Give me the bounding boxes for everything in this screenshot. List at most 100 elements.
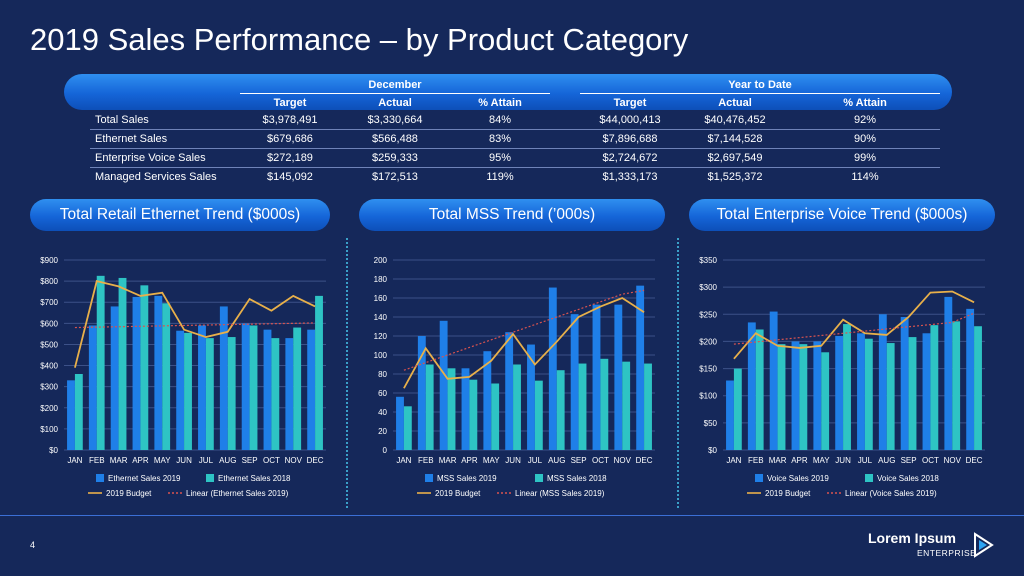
- legend-label: Ethernet Sales 2018: [218, 474, 291, 483]
- x-tick-label: JUL: [858, 456, 873, 465]
- table-row: Total Sales $3,978,491 $3,330,664 84% $4…: [90, 111, 940, 130]
- bar: [396, 396, 404, 450]
- bar: [966, 308, 975, 450]
- x-tick-label: AUG: [548, 456, 565, 465]
- table-cell: 92%: [790, 111, 940, 130]
- legend-label: MSS Sales 2018: [547, 474, 607, 483]
- group-header-december: December: [240, 76, 550, 94]
- row-label: Enterprise Voice Sales: [90, 148, 240, 168]
- bar: [88, 325, 97, 450]
- y-tick-label: $0: [708, 446, 717, 455]
- table-cell: $172,513: [372, 171, 418, 183]
- bar: [548, 287, 557, 450]
- table-cell: $272,189: [240, 148, 340, 168]
- bar: [900, 317, 909, 450]
- bar: [241, 323, 250, 450]
- x-tick-label: JUL: [528, 456, 543, 465]
- x-tick-label: AUG: [878, 456, 895, 465]
- table-row: Managed Services Sales $145,092 $172,513…: [90, 168, 940, 187]
- bar: [578, 363, 587, 450]
- table-cell: 99%: [790, 148, 940, 168]
- x-tick-label: DEC: [636, 456, 653, 465]
- voice-chart-svg: $0 $50 $100 $150 $200 $250 $300 $350 JAN FEB MAR AP…: [699, 256, 985, 498]
- row-label: Ethernet Sales: [90, 129, 240, 149]
- table-cell: $259,333: [340, 148, 450, 168]
- table-cell: 114%: [851, 171, 879, 183]
- col-ytd-actual: Actual: [718, 96, 752, 109]
- y-tick-label: 180: [374, 275, 388, 284]
- y-tick-label: $300: [699, 283, 717, 292]
- budget-line: [74, 280, 316, 368]
- table-cell: 83%: [450, 129, 550, 149]
- x-tick-label: DEC: [307, 456, 324, 465]
- bar: [403, 406, 412, 450]
- y-tick-label: $100: [699, 392, 717, 401]
- bar: [755, 329, 764, 450]
- logo-name: Lorem Ipsum: [868, 530, 956, 546]
- bar: [74, 374, 83, 450]
- bar: [140, 285, 149, 450]
- table-cell: $2,724,672: [580, 148, 680, 168]
- x-tick-label: APR: [461, 456, 478, 465]
- bar: [944, 296, 953, 450]
- x-tick-label: OCT: [263, 456, 280, 465]
- bar: [96, 275, 105, 450]
- chart-divider: [677, 238, 679, 508]
- logo-subtitle: ENTERPRISE: [917, 548, 977, 558]
- legend-swatch: [755, 474, 763, 482]
- x-tick-label: FEB: [418, 456, 434, 465]
- bar: [461, 368, 470, 450]
- y-tick-label: $250: [699, 310, 717, 319]
- bar: [417, 336, 426, 450]
- play-arrow-logo-icon: [974, 532, 994, 558]
- bar: [864, 338, 873, 450]
- chart-divider: [346, 238, 348, 508]
- bar: [857, 333, 865, 450]
- y-tick-label: 160: [374, 294, 388, 303]
- x-tick-label: JUL: [199, 456, 214, 465]
- row-label: Managed Services Sales: [95, 171, 217, 183]
- bar: [271, 338, 280, 450]
- x-tick-label: JUN: [835, 456, 851, 465]
- x-tick-label: SEP: [242, 456, 258, 465]
- y-tick-label: 80: [378, 370, 387, 379]
- bar: [110, 306, 119, 450]
- x-tick-label: APR: [791, 456, 808, 465]
- table-cell: 119%: [486, 171, 514, 183]
- bar: [636, 285, 645, 450]
- legend-swatch: [425, 474, 433, 482]
- budget-line: [403, 296, 645, 389]
- bar: [184, 332, 192, 450]
- bar: [469, 379, 478, 450]
- y-tick-label: $150: [699, 365, 717, 374]
- bar: [534, 380, 543, 450]
- bar: [614, 304, 623, 450]
- x-tick-label: AUG: [219, 456, 236, 465]
- x-tick-label: MAY: [813, 456, 830, 465]
- table-row: Ethernet Sales $679,686 $566,488 83% $7,…: [90, 129, 940, 149]
- trend-line: [74, 322, 316, 329]
- y-tick-label: $0: [49, 446, 58, 455]
- x-tick-label: MAY: [483, 456, 500, 465]
- bar: [592, 304, 601, 450]
- bar: [307, 329, 316, 450]
- y-tick-label: 20: [378, 427, 387, 436]
- bar: [570, 314, 579, 450]
- bar: [293, 327, 302, 450]
- x-tick-label: MAY: [154, 456, 171, 465]
- bar: [162, 303, 171, 450]
- legend-swatch: [865, 474, 873, 482]
- bar: [799, 344, 808, 450]
- bar: [527, 344, 535, 450]
- y-tick-label: 200: [374, 256, 388, 265]
- x-tick-label: OCT: [592, 456, 609, 465]
- col-ytd-attain: % Attain: [843, 96, 887, 109]
- bar: [249, 325, 258, 450]
- bar: [843, 324, 851, 450]
- company-logo: Lorem Ipsum ENTERPRISE: [868, 530, 998, 566]
- bar: [733, 368, 742, 450]
- bar: [791, 341, 800, 450]
- y-tick-label: $300: [40, 383, 58, 392]
- y-tick-label: $700: [40, 298, 58, 307]
- x-tick-label: SEP: [901, 456, 917, 465]
